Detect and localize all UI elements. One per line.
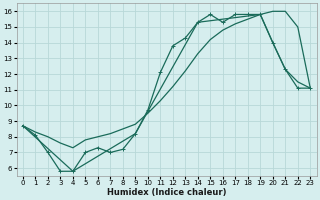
X-axis label: Humidex (Indice chaleur): Humidex (Indice chaleur)	[107, 188, 226, 197]
